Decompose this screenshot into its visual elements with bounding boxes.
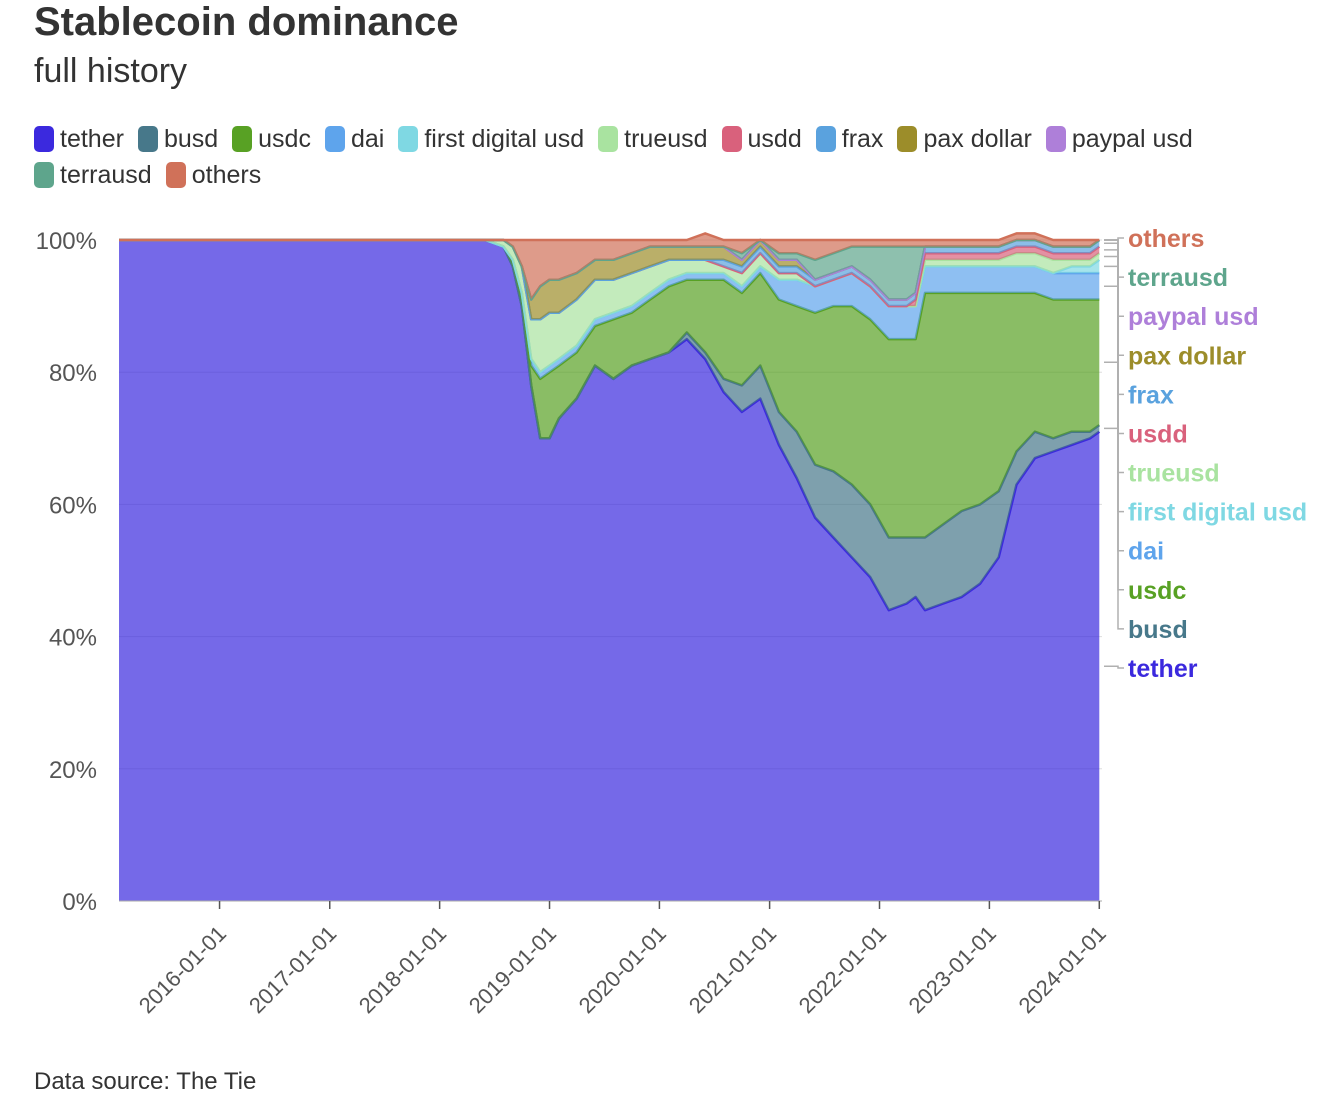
legend-item-dai[interactable]: dai	[324, 124, 385, 154]
legend-item-frax[interactable]: frax	[815, 124, 884, 154]
data-source-note: Data source: The Tie	[34, 1068, 257, 1095]
area-dai	[119, 240, 1100, 379]
x-tick-label: 2017-01-01	[244, 921, 341, 1018]
legend-item-terrausd[interactable]: terrausd	[34, 160, 152, 190]
x-tick-label: 2016-01-01	[134, 921, 231, 1018]
legend-item-usdd[interactable]: usdd	[721, 124, 802, 154]
end-label-paypal-usd: paypal usd	[1128, 303, 1259, 331]
legend-swatch	[598, 126, 619, 152]
area-tether	[119, 240, 1100, 901]
legend-label: trueusd	[624, 124, 708, 153]
legend-swatch	[897, 126, 918, 152]
legend-swatch	[721, 126, 742, 152]
legend-item-trueusd[interactable]: trueusd	[598, 124, 708, 154]
legend-label: usdc	[258, 124, 311, 153]
end-labels: tether busd usdc dai first digital usd trueus…	[1104, 225, 1307, 683]
legend-label: busd	[163, 124, 219, 153]
legend-label: terrausd	[60, 160, 152, 189]
end-label-connector	[1104, 265, 1124, 513]
legend-item-busd[interactable]: busd	[137, 124, 219, 154]
legend-swatch	[324, 126, 345, 152]
area-pax-dollar	[119, 240, 1100, 320]
x-tick-label: 2023-01-01	[904, 921, 1001, 1018]
y-tick-label: 0%	[62, 889, 97, 916]
y-tick-label: 20%	[49, 757, 97, 784]
legend-swatch	[398, 126, 419, 152]
end-label-connector	[1104, 665, 1124, 669]
x-tick-label: 2024-01-01	[1014, 921, 1111, 1018]
legend-swatch	[34, 126, 54, 152]
end-label-busd: busd	[1128, 616, 1188, 644]
end-label-connector	[1104, 239, 1124, 357]
y-tick-label: 80%	[49, 360, 97, 387]
legend-swatch	[1045, 126, 1066, 152]
x-tick-label: 2022-01-01	[794, 921, 891, 1018]
end-label-pax-dollar: pax dollar	[1128, 342, 1246, 370]
stacked-area-chart: 0%20%40%60%80%100%2016-01-01 2017-01-01 20…	[36, 225, 1308, 1018]
end-label-connector	[1104, 427, 1124, 630]
legend-label: usdd	[747, 124, 802, 153]
end-label-others: others	[1128, 225, 1204, 253]
area-frax	[119, 240, 1100, 320]
end-label-usdd: usdd	[1128, 420, 1188, 448]
end-label-first-digital-usd: first digital usd	[1128, 499, 1307, 527]
end-label-tether: tether	[1128, 655, 1198, 683]
end-label-connector	[1104, 255, 1124, 474]
legend-item-others[interactable]: others	[165, 160, 262, 190]
legend-swatch	[34, 162, 54, 188]
x-tick-label: 2018-01-01	[354, 921, 451, 1018]
line-others	[119, 232, 1100, 242]
legend-label: pax dollar	[923, 124, 1032, 153]
legend-swatch	[165, 162, 186, 188]
end-label-usdc: usdc	[1128, 577, 1186, 605]
end-label-terrausd: terrausd	[1128, 264, 1228, 292]
legend-label: dai	[350, 124, 385, 153]
y-tick-label: 100%	[36, 228, 97, 255]
legend-label: frax	[841, 124, 884, 153]
legend-label: paypal usd	[1071, 124, 1193, 153]
x-tick-label: 2020-01-01	[574, 921, 671, 1018]
x-tick-label: 2021-01-01	[684, 921, 781, 1018]
legend-item-first-digital-usd[interactable]: first digital usd	[398, 124, 584, 154]
legend-swatch	[232, 126, 253, 152]
legend: tether busd usdc dai first digital usd trueus…	[34, 124, 1294, 190]
legend-label: others	[191, 160, 262, 189]
legend-item-paypal-usd[interactable]: paypal usd	[1045, 124, 1193, 154]
y-tick-label: 60%	[49, 492, 97, 519]
legend-swatch	[815, 126, 836, 152]
legend-item-tether[interactable]: tether	[34, 124, 124, 154]
legend-item-usdc[interactable]: usdc	[232, 124, 311, 154]
legend-label: first digital usd	[424, 124, 585, 153]
end-label-connector	[1104, 239, 1124, 317]
legend-item-pax-dollar[interactable]: pax dollar	[897, 124, 1032, 154]
legend-label: tether	[60, 124, 124, 153]
end-label-connector	[1104, 361, 1124, 591]
area-terrausd	[119, 240, 1100, 300]
end-label-connector	[1104, 237, 1124, 241]
legend-swatch	[137, 126, 158, 152]
area-series	[119, 232, 1101, 901]
area-usdc	[119, 240, 1100, 538]
chart-subtitle: full history	[34, 52, 188, 90]
end-label-dai: dai	[1128, 538, 1164, 566]
end-label-connector	[1104, 239, 1124, 278]
end-label-trueusd: trueusd	[1128, 460, 1220, 488]
y-tick-label: 40%	[49, 625, 97, 652]
chart-title: Stablecoin dominance	[34, 0, 459, 44]
area-trueusd	[119, 240, 1100, 373]
x-tick-label: 2019-01-01	[464, 921, 561, 1018]
area-busd	[119, 240, 1100, 611]
end-label-frax: frax	[1128, 381, 1174, 409]
